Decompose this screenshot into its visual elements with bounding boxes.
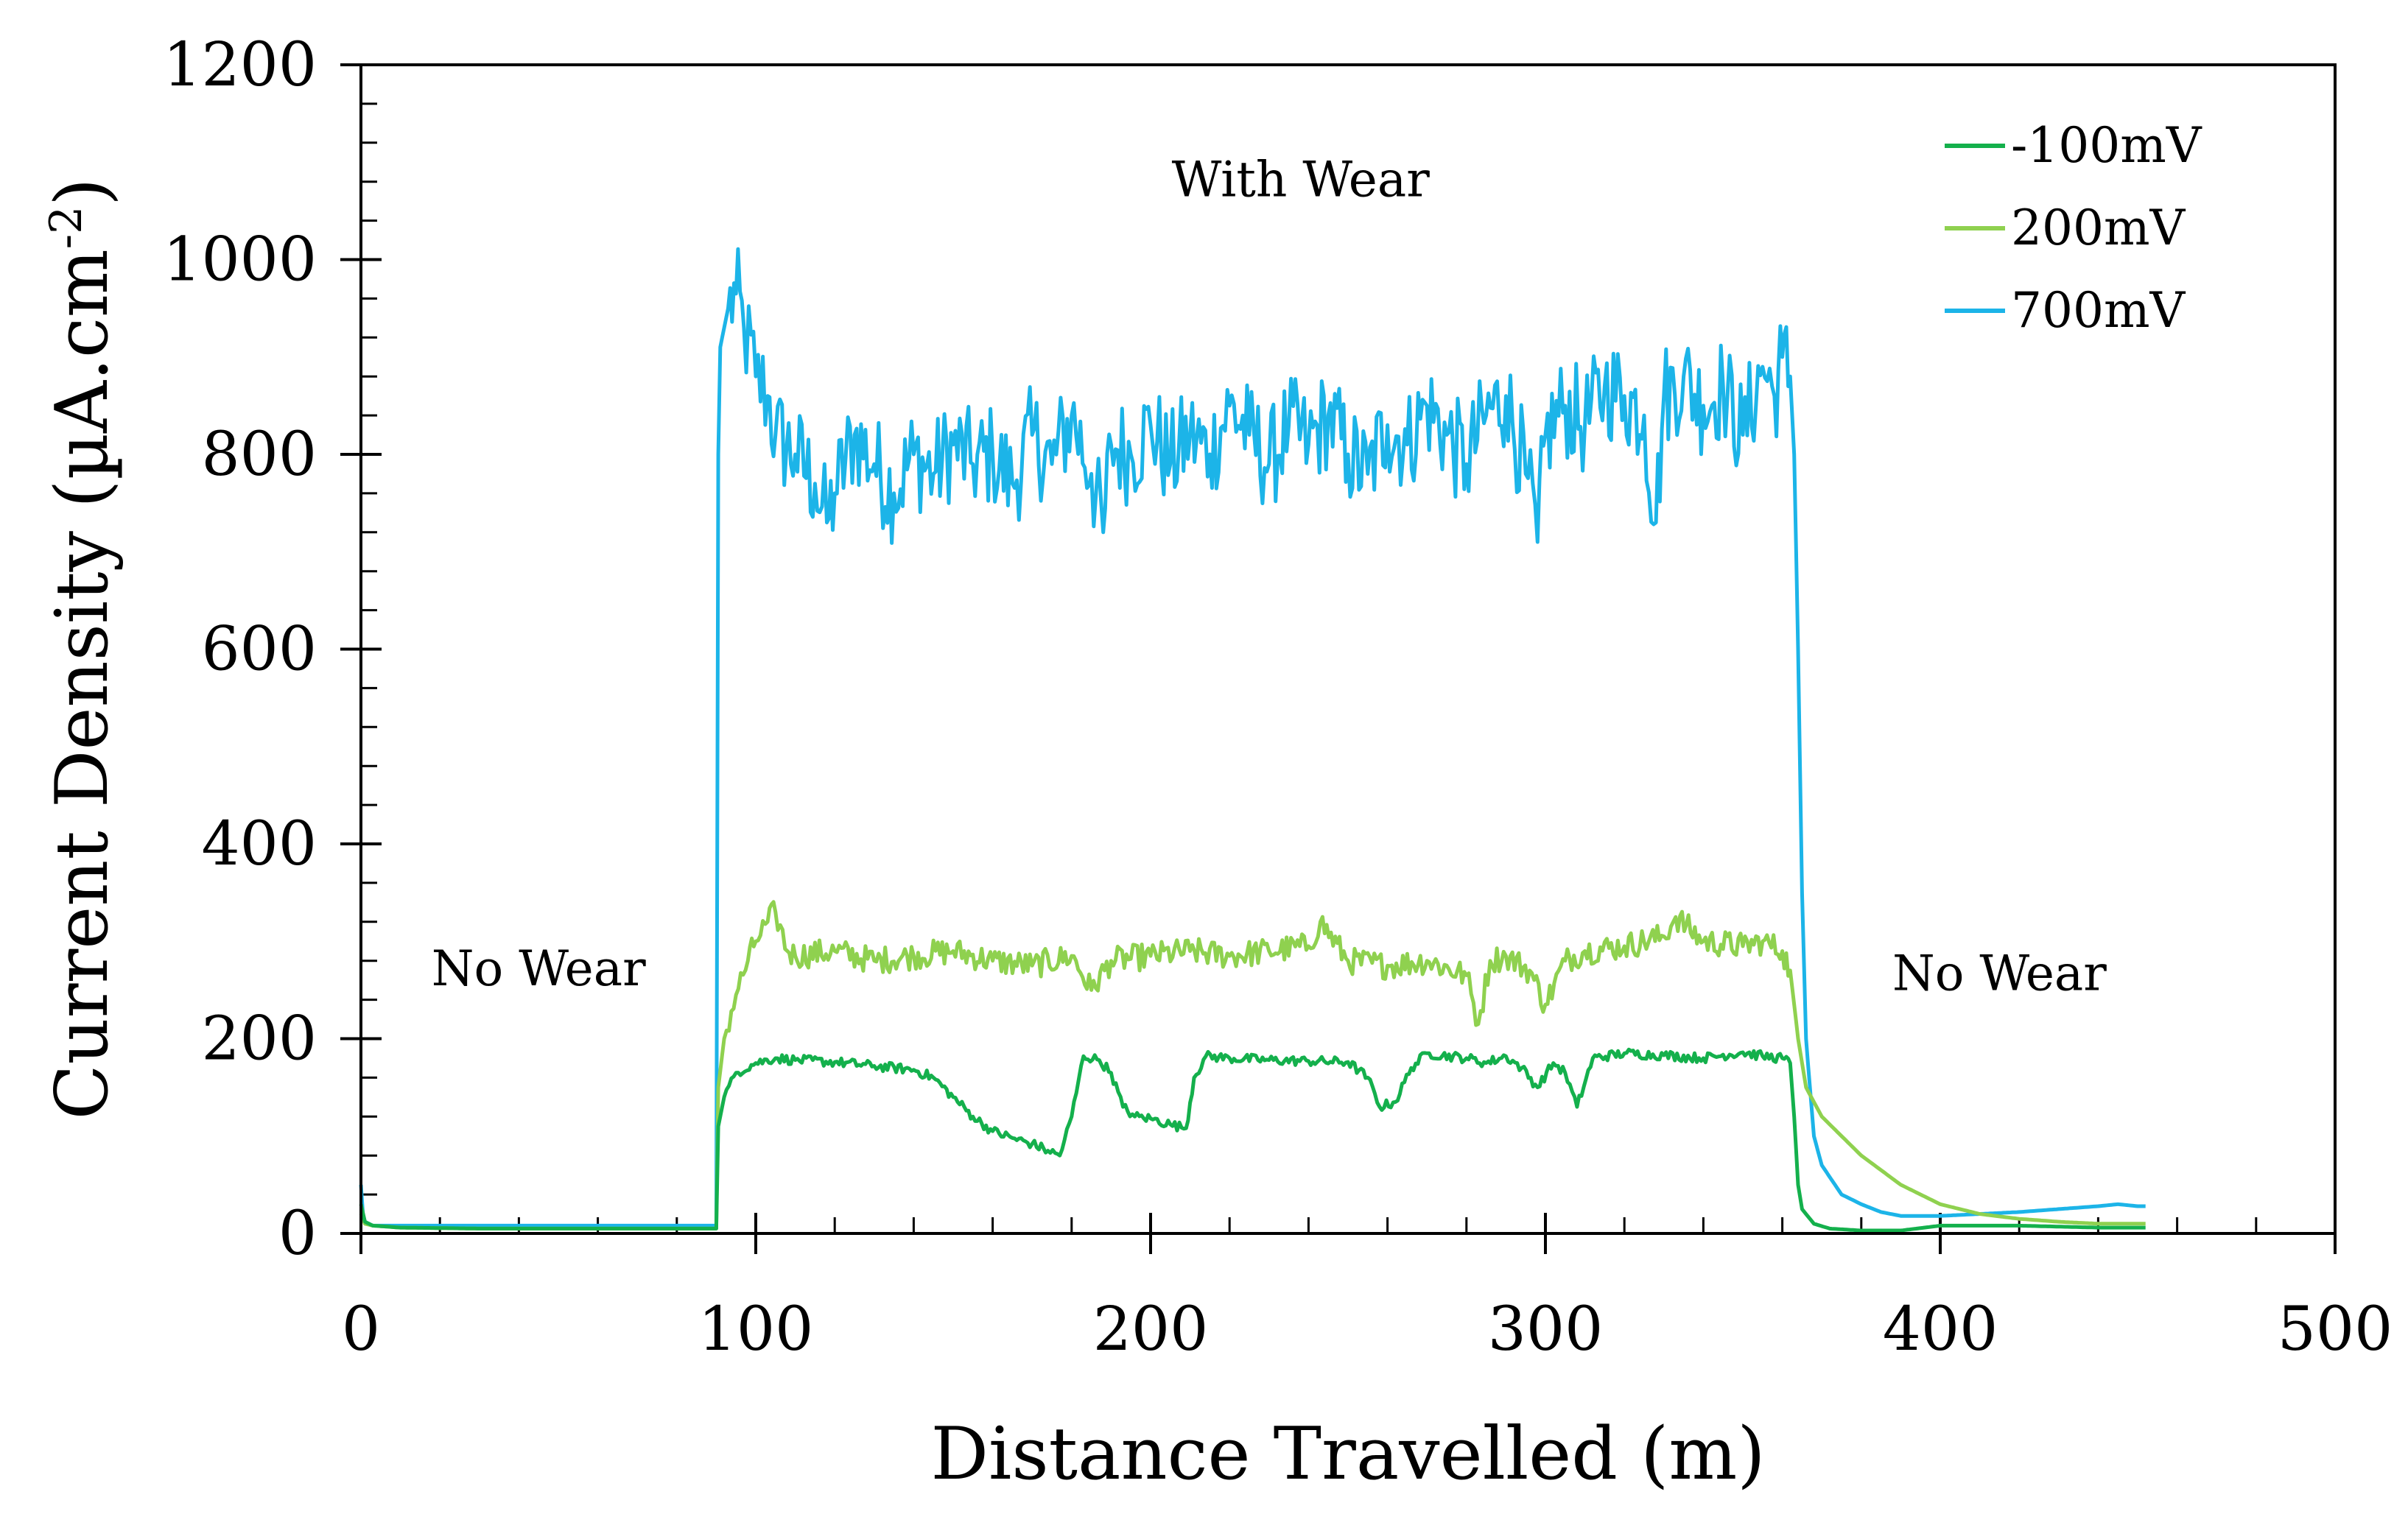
- y-axis-title-close: ): [41, 177, 124, 205]
- legend-label-100mv: -100mV: [2011, 117, 2202, 174]
- x-tick-label: 0: [342, 1295, 380, 1365]
- minor-ticks: [361, 102, 2258, 1233]
- y-tick-label: 1200: [163, 30, 317, 100]
- y-axis-title-base: Current Density (µA.cm: [41, 249, 124, 1119]
- x-tick-label: 300: [1488, 1295, 1604, 1365]
- x-axis-title: Distance Travelled (m): [930, 1412, 1765, 1496]
- y-tick-label: 0: [278, 1199, 317, 1269]
- annotation-no-wear-right: No Wear: [1892, 945, 2107, 1001]
- y-tick-label: 400: [201, 809, 317, 879]
- y-tick-label: 800: [201, 420, 317, 490]
- legend-label-700mv: 700mV: [2011, 282, 2186, 339]
- x-tick-label: 400: [1883, 1295, 1998, 1365]
- x-tick-label: 200: [1093, 1295, 1209, 1365]
- annotations: No Wear With Wear No Wear: [432, 152, 2107, 1002]
- y-tick-label: 600: [201, 615, 317, 685]
- x-tick-label: 500: [2278, 1295, 2393, 1365]
- y-axis-title: Current Density (µA.cm-2): [41, 177, 124, 1119]
- x-tick-label: 100: [698, 1295, 814, 1365]
- legend-label-200mv: 200mV: [2011, 200, 2186, 256]
- series-lines: [359, 247, 2146, 1233]
- legend: -100mV 200mV 700mV: [1945, 117, 2202, 339]
- annotation-with-wear: With Wear: [1172, 152, 1431, 208]
- y-tick-label: 200: [201, 1004, 317, 1074]
- series-line-100mv: [359, 1047, 2146, 1233]
- annotation-no-wear-left: No Wear: [432, 940, 646, 997]
- y-axis-title-superscript: -2: [41, 206, 92, 249]
- series-line-700mv: [359, 247, 2146, 1228]
- plot-area-frame: [359, 63, 2337, 1235]
- y-tick-label: 1000: [163, 225, 317, 295]
- tick-labels: 0 100 200 300 400 500 0 200 400 600 800 1000 1200: [163, 30, 2393, 1365]
